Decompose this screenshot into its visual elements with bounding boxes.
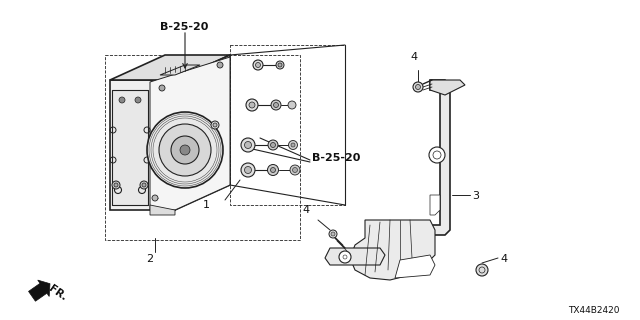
- Circle shape: [476, 264, 488, 276]
- Circle shape: [147, 112, 223, 188]
- Circle shape: [278, 63, 282, 67]
- Circle shape: [249, 102, 255, 108]
- Circle shape: [288, 101, 296, 109]
- Circle shape: [142, 183, 146, 187]
- Text: TX44B2420: TX44B2420: [568, 306, 620, 315]
- Circle shape: [119, 97, 125, 103]
- Circle shape: [290, 165, 300, 175]
- Text: 2: 2: [147, 254, 154, 264]
- Polygon shape: [110, 80, 175, 210]
- Text: 1: 1: [203, 200, 210, 210]
- Circle shape: [135, 97, 141, 103]
- Circle shape: [253, 60, 263, 70]
- Circle shape: [244, 141, 252, 148]
- Polygon shape: [350, 220, 435, 280]
- Circle shape: [413, 82, 423, 92]
- Circle shape: [289, 140, 298, 149]
- Circle shape: [273, 102, 278, 108]
- Circle shape: [339, 251, 351, 263]
- Circle shape: [241, 163, 255, 177]
- Circle shape: [415, 84, 420, 90]
- Text: 3: 3: [472, 191, 479, 201]
- Circle shape: [152, 195, 158, 201]
- Circle shape: [268, 140, 278, 150]
- Bar: [230, 45, 345, 205]
- Circle shape: [112, 181, 120, 189]
- Polygon shape: [112, 90, 148, 205]
- Text: B-25-20: B-25-20: [160, 22, 209, 32]
- Text: FR.: FR.: [47, 284, 68, 303]
- Polygon shape: [430, 80, 450, 235]
- Circle shape: [271, 167, 275, 172]
- Polygon shape: [325, 248, 385, 265]
- Polygon shape: [150, 205, 175, 215]
- Circle shape: [329, 230, 337, 238]
- Text: 4: 4: [410, 52, 417, 62]
- Circle shape: [276, 61, 284, 69]
- Polygon shape: [110, 55, 230, 80]
- Polygon shape: [160, 65, 200, 75]
- Circle shape: [429, 147, 445, 163]
- Polygon shape: [395, 255, 435, 278]
- Circle shape: [171, 136, 199, 164]
- Circle shape: [114, 183, 118, 187]
- Circle shape: [217, 62, 223, 68]
- Circle shape: [291, 143, 295, 147]
- Circle shape: [255, 62, 260, 68]
- Circle shape: [180, 145, 190, 155]
- Circle shape: [244, 166, 252, 173]
- Text: B-25-20: B-25-20: [312, 153, 360, 163]
- Text: 4: 4: [500, 254, 507, 264]
- Circle shape: [246, 99, 258, 111]
- Polygon shape: [150, 57, 230, 210]
- Circle shape: [271, 100, 281, 110]
- Text: 4: 4: [303, 205, 310, 215]
- Polygon shape: [430, 195, 440, 215]
- Circle shape: [140, 181, 148, 189]
- Circle shape: [331, 232, 335, 236]
- Circle shape: [159, 85, 165, 91]
- Circle shape: [292, 167, 298, 172]
- Polygon shape: [175, 55, 230, 210]
- Circle shape: [271, 142, 275, 148]
- Polygon shape: [430, 80, 465, 95]
- Bar: [105, 55, 300, 240]
- Polygon shape: [29, 280, 50, 301]
- Circle shape: [241, 138, 255, 152]
- Circle shape: [159, 124, 211, 176]
- Circle shape: [213, 123, 217, 127]
- Circle shape: [268, 164, 278, 175]
- Circle shape: [211, 121, 219, 129]
